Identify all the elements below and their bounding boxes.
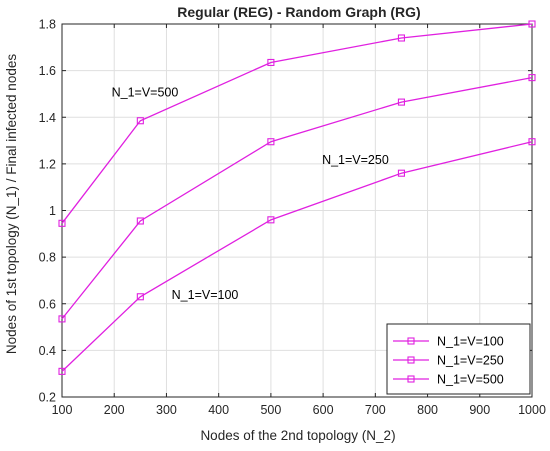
- y-tick-label: 0.8: [39, 251, 56, 265]
- legend-item: N_1=V=100: [393, 335, 504, 349]
- data-point-marker: [528, 138, 536, 146]
- data-point-marker: [397, 98, 405, 106]
- x-tick-label: 700: [365, 403, 386, 417]
- data-point-marker: [267, 216, 275, 224]
- y-tick-label: 1: [49, 204, 56, 218]
- x-tick-label: 600: [313, 403, 334, 417]
- y-tick-label: 1.8: [39, 18, 56, 32]
- series-1: [58, 138, 536, 375]
- series-annotation: N_1=V=500: [112, 85, 179, 99]
- y-tick-label: 1.4: [39, 111, 56, 125]
- data-point-marker: [267, 138, 275, 146]
- x-tick-label: 500: [260, 403, 281, 417]
- data-point-marker: [528, 74, 536, 82]
- series-line: [61, 23, 533, 224]
- data-point-marker: [58, 315, 66, 323]
- x-tick-label: 200: [104, 403, 125, 417]
- legend-label: N_1=V=500: [437, 373, 504, 387]
- series-annotation: N_1=V=250: [322, 153, 389, 167]
- axis-ticks: 100 200 300 400 500 600 700 800 900 1000 0.2 0.4 0.6…: [39, 18, 546, 418]
- y-tick-label: 0.2: [39, 391, 56, 405]
- legend-item: N_1=V=250: [393, 354, 504, 368]
- chart-title: Regular (REG) - Random Graph (RG): [177, 4, 420, 20]
- series-line: [61, 76, 533, 320]
- y-tick-label: 0.6: [39, 297, 56, 311]
- y-axis-label: Nodes of 1st topology (N_1) / Final infe…: [4, 54, 19, 354]
- x-axis-label: Nodes of the 2nd topology (N_2): [200, 428, 395, 443]
- data-point-marker: [397, 169, 405, 177]
- x-tick-label: 100: [52, 403, 73, 417]
- series-3: [58, 20, 536, 227]
- legend-marker: [407, 375, 415, 383]
- legend-label: N_1=V=250: [437, 354, 504, 368]
- data-point-marker: [58, 219, 66, 227]
- legend: N_1=V=100 N_1=V=250 N_1=V=500: [386, 323, 531, 395]
- data-point-marker: [58, 367, 66, 375]
- data-point-marker: [136, 293, 144, 301]
- x-tick-label: 900: [469, 403, 490, 417]
- y-tick-label: 0.4: [39, 344, 56, 358]
- annotations: N_1=V=500 N_1=V=250 N_1=V=100: [112, 85, 389, 302]
- x-tick-label: 400: [208, 403, 229, 417]
- y-tick-label: 1.6: [39, 64, 56, 78]
- x-tick-label: 1000: [518, 403, 546, 417]
- legend-item: N_1=V=500: [393, 373, 504, 387]
- data-series: [58, 20, 536, 375]
- series-annotation: N_1=V=100: [172, 288, 239, 302]
- series-2: [58, 74, 536, 323]
- data-point-marker: [528, 20, 536, 28]
- y-tick-label: 1.2: [39, 157, 56, 171]
- data-point-marker: [136, 117, 144, 125]
- data-point-marker: [136, 217, 144, 225]
- legend-label: N_1=V=100: [437, 335, 504, 349]
- series-line: [61, 141, 533, 372]
- x-tick-label: 800: [417, 403, 438, 417]
- legend-marker: [407, 337, 415, 345]
- data-point-marker: [267, 58, 275, 67]
- legend-marker: [407, 356, 415, 364]
- x-tick-label: 300: [156, 403, 177, 417]
- data-point-marker: [397, 34, 405, 42]
